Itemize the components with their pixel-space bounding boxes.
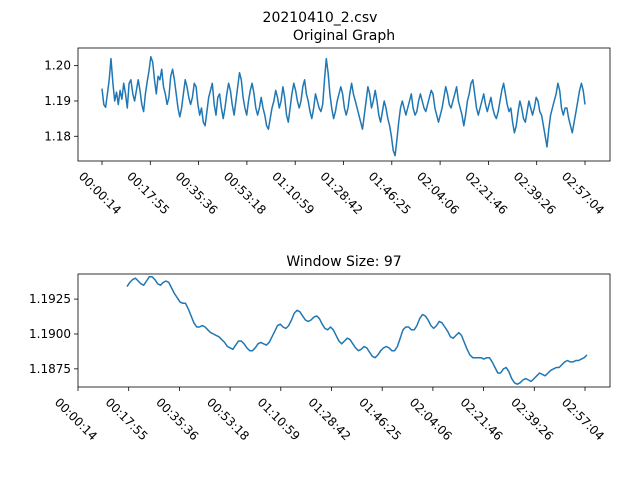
x-tick-label: 02:21:46 [462, 169, 510, 217]
x-tick-label: 01:28:42 [305, 395, 353, 443]
subplot-original-series-line [101, 56, 586, 157]
x-tick-label: 00:53:18 [221, 169, 269, 217]
y-tick-label: 1.1925 [29, 292, 71, 306]
x-tick-label: 02:21:46 [457, 395, 505, 443]
subplot-window-title: Window Size: 97 [286, 254, 401, 270]
figure-suptitle: 20210410_2.csv [263, 10, 378, 26]
subplot-original-frame [77, 47, 611, 162]
x-tick-label: 01:46:25 [366, 169, 414, 217]
y-tick-label: 1.20 [44, 59, 71, 73]
subplot-original-title: Original Graph [293, 28, 395, 44]
x-tick-label: 00:00:14 [52, 395, 100, 443]
x-tick-label: 00:53:18 [204, 395, 252, 443]
x-tick-label: 01:28:42 [317, 169, 365, 217]
subplot-original: Original Graph 1.18 1.19 1.20 00:00:14 00:1… [44, 28, 611, 217]
x-tick-label: 02:57:04 [559, 169, 607, 217]
x-tick-label: 01:46:25 [356, 395, 404, 443]
x-tick-label: 02:57:04 [559, 395, 607, 443]
y-tick-label: 1.19 [44, 94, 71, 108]
x-tick-label: 02:04:06 [407, 395, 455, 443]
x-tick-label: 02:39:26 [508, 395, 556, 443]
x-tick-label: 00:17:55 [103, 395, 151, 443]
subplot-window-frame [77, 273, 611, 388]
subplot-window: Window Size: 97 1.1875 1.1900 1.1925 00:00… [29, 254, 611, 443]
x-tick-label: 00:35:36 [172, 169, 220, 217]
y-tick-label: 1.18 [44, 129, 71, 143]
x-tick-label: 01:10:59 [269, 169, 317, 217]
x-tick-label: 00:00:14 [76, 169, 124, 217]
y-tick-label: 1.1875 [29, 362, 71, 376]
subplot-window-series-line [126, 276, 588, 385]
x-tick-label: 02:04:06 [414, 169, 462, 217]
x-tick-label: 00:17:55 [124, 169, 172, 217]
x-tick-label: 00:35:36 [153, 395, 201, 443]
x-tick-label: 02:39:26 [511, 169, 559, 217]
y-tick-label: 1.1900 [29, 327, 71, 341]
x-tick-label: 01:10:59 [255, 395, 303, 443]
